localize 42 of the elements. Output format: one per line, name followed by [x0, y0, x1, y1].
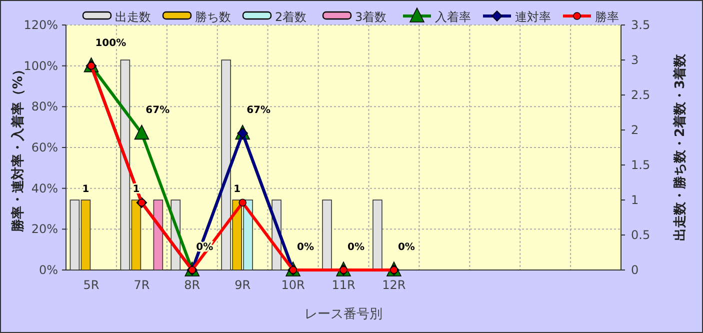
x-tick-label: 10R [281, 278, 305, 292]
x-tick-label: 9R [234, 278, 251, 292]
data-label: 67% [146, 105, 170, 116]
y2-tick-label: 1.5 [631, 158, 650, 172]
point [238, 198, 246, 207]
legend-label: 3着数 [355, 10, 387, 24]
y-tick-label: 60% [31, 140, 58, 154]
y-tick-label: 80% [31, 100, 58, 114]
y-tick-label: 20% [31, 222, 58, 236]
data-label: 0% [297, 242, 314, 253]
y-tick-label: 120% [24, 18, 58, 32]
y2-tick-label: 3.5 [631, 18, 650, 32]
legend-label: 連対率 [515, 10, 551, 24]
y2-tick-label: 1 [631, 193, 639, 207]
data-label: 1 [82, 184, 90, 195]
legend-label: 2着数 [275, 10, 307, 24]
x-tick-label: 7R [134, 278, 150, 292]
data-label: 0% [398, 242, 415, 253]
y-axis-title: 勝率・連対率・入着率（%） [10, 62, 26, 234]
y-tick-label: 0% [38, 263, 58, 277]
x-tick-label: 8R [184, 278, 200, 292]
data-label: 100% [95, 38, 126, 49]
y-tick-label: 100% [24, 58, 58, 73]
y2-axis-title: 出走数・勝ち数・2着数・3着数 [672, 52, 688, 242]
y2-tick-label: 2 [631, 123, 639, 137]
point [134, 124, 150, 140]
y-tick-label: 40% [31, 181, 58, 196]
y2-tick-label: 3 [631, 53, 639, 67]
y2-tick-label: 0.5 [631, 228, 650, 242]
legend-label: 入着率 [435, 10, 471, 24]
legend-label: 出走数 [115, 10, 151, 24]
y2-tick-label: 2.5 [631, 88, 650, 102]
data-label: 0% [348, 242, 364, 253]
y2-tick-label: 0 [631, 263, 639, 277]
x-axis-title: レース番号別 [304, 307, 382, 322]
legend-label: 勝率 [595, 10, 619, 24]
x-tick-label: 12R [382, 278, 406, 292]
data-label: 67% [246, 105, 271, 116]
legend-label: 勝ち数 [195, 10, 231, 24]
x-tick-label: 11R [332, 278, 356, 292]
x-tick-label: 5R [83, 278, 100, 292]
data-label: 1 [234, 184, 241, 195]
